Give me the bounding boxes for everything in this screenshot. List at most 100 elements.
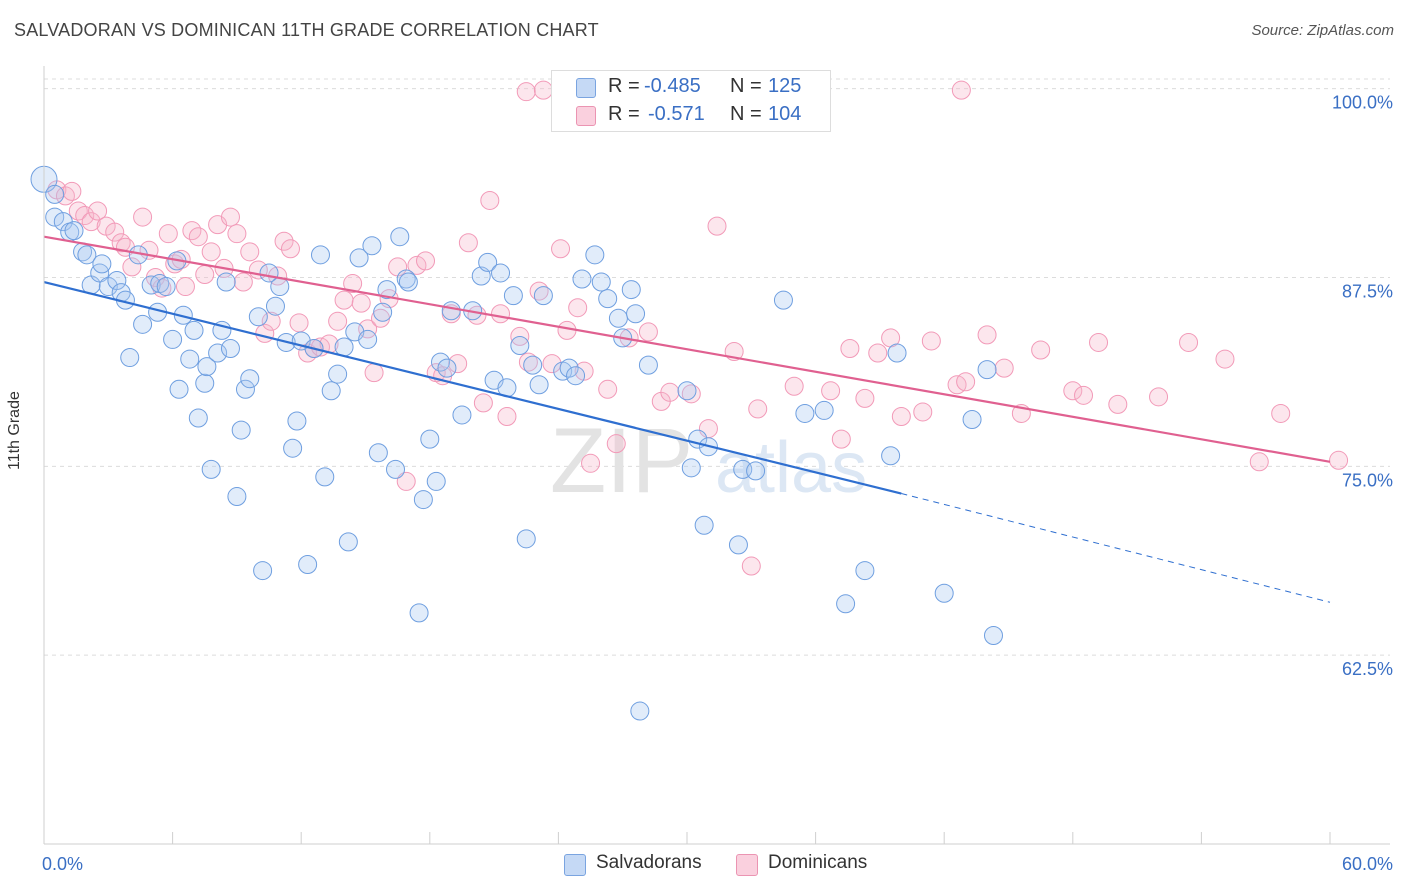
- dominicans-point: [1108, 394, 1128, 414]
- dominicans-point: [784, 376, 804, 396]
- salvadorans-point: [773, 290, 793, 310]
- salvadorans-point: [253, 561, 273, 581]
- dominicans-point: [606, 434, 626, 454]
- dominicans-point: [516, 82, 536, 102]
- dominicans-point: [491, 304, 511, 324]
- salvadorans-point: [349, 248, 369, 268]
- salvadorans-point: [390, 227, 410, 247]
- salvadorans-point: [746, 461, 766, 481]
- salvadorans-point: [216, 272, 236, 292]
- salvadorans-point: [887, 343, 907, 363]
- dominicans-point: [240, 242, 260, 262]
- dominicans-point: [840, 338, 860, 358]
- salvadorans-points: [30, 80, 1003, 721]
- salvadorans-point: [188, 408, 208, 428]
- salvadorans-trend-line: [43, 280, 902, 495]
- dominicans-point: [741, 556, 761, 576]
- salvadorans-point: [478, 252, 498, 272]
- axes: 62.5% 75.0% 87.5% 100.0% 0.0% 60.0%: [42, 66, 1393, 874]
- salvadorans-point: [409, 603, 429, 623]
- dominicans-point: [289, 313, 309, 333]
- dominicans-point: [855, 388, 875, 408]
- salvadorans-point: [591, 272, 611, 292]
- salvadorans-point: [315, 467, 335, 487]
- salvadorans-trend-extension: [901, 493, 1331, 603]
- dominicans-point: [891, 406, 911, 426]
- salvadorans-point: [638, 355, 658, 375]
- dominicans-point: [133, 207, 153, 227]
- dominicans-point: [977, 325, 997, 345]
- dominicans-point: [233, 272, 253, 292]
- salvadorans-point: [983, 626, 1003, 646]
- salvadorans-point: [270, 277, 290, 297]
- salvadorans-point: [572, 269, 592, 289]
- watermark: ZIP atlas: [550, 410, 867, 512]
- dominicans-point: [748, 399, 768, 419]
- watermark-atlas: atlas: [715, 428, 867, 508]
- bottom-swatch-dominicans: [736, 854, 758, 876]
- salvadorans-point: [231, 420, 251, 440]
- dominicans-point: [334, 290, 354, 310]
- dominicans-point: [1074, 385, 1094, 405]
- salvadorans-point: [184, 320, 204, 340]
- salvadorans-point: [523, 355, 543, 375]
- bottom-swatch-salvadorans: [564, 854, 586, 876]
- watermark-zip: ZIP: [550, 410, 693, 512]
- salvadorans-point: [503, 286, 523, 306]
- salvadorans-point: [227, 487, 247, 507]
- salvadorans-point: [516, 529, 536, 549]
- salvadorans-point: [156, 277, 176, 297]
- salvadorans-point: [934, 583, 954, 603]
- dominicans-point: [416, 251, 436, 271]
- salvadorans-point: [240, 369, 260, 389]
- salvadorans-point: [377, 280, 397, 300]
- salvadorans-point: [836, 594, 856, 614]
- salvadorans-point: [338, 532, 358, 552]
- legend-r-label: R =: [608, 75, 640, 97]
- dominicans-point: [195, 264, 215, 284]
- dominicans-point: [707, 216, 727, 236]
- dominicans-point: [220, 207, 240, 227]
- dominicans-point: [458, 233, 478, 253]
- salvadorans-point: [163, 329, 183, 349]
- salvadorans-point: [559, 358, 579, 378]
- dominicans-point: [1179, 332, 1199, 352]
- salvadorans-point: [358, 329, 378, 349]
- salvadorans-point: [195, 373, 215, 393]
- dominicans-point: [364, 363, 384, 383]
- y-tick-label: 75.0%: [1342, 470, 1393, 490]
- salvadorans-point: [681, 458, 701, 478]
- legend-n-value: 125: [768, 75, 802, 97]
- trend-lines: [43, 235, 1331, 603]
- legend-n-label: N =: [730, 75, 762, 97]
- salvadorans-point: [283, 438, 303, 458]
- dominicans-point: [448, 354, 468, 374]
- salvadorans-point: [962, 409, 982, 429]
- salvadorans-point: [321, 381, 341, 401]
- salvadorans-point: [413, 490, 433, 510]
- dominicans-point: [1329, 450, 1349, 470]
- bottom-legend-label: Dominicans: [768, 852, 868, 873]
- grid-layer: [44, 78, 1390, 656]
- legend-swatch-salvadorans: [576, 78, 596, 98]
- dominicans-point: [280, 239, 300, 259]
- dominicans-point: [328, 311, 348, 331]
- salvadorans-point: [120, 348, 140, 368]
- salvadorans-point: [220, 338, 240, 358]
- dominicans-point: [261, 311, 281, 331]
- salvadorans-point: [566, 366, 586, 386]
- salvadorans-point: [45, 184, 65, 204]
- salvadorans-point: [441, 301, 461, 321]
- dominicans-point: [201, 242, 221, 262]
- salvadorans-point: [368, 443, 388, 463]
- dominicans-point: [551, 239, 571, 259]
- dominicans-point: [638, 322, 658, 342]
- dominicans-point: [1249, 452, 1269, 472]
- salvadorans-point: [310, 245, 330, 265]
- salvadorans-point: [529, 375, 549, 395]
- salvadorans-point: [235, 379, 255, 399]
- salvadorans-point: [630, 701, 650, 721]
- salvadorans-point: [621, 280, 641, 300]
- salvadorans-point: [426, 471, 446, 491]
